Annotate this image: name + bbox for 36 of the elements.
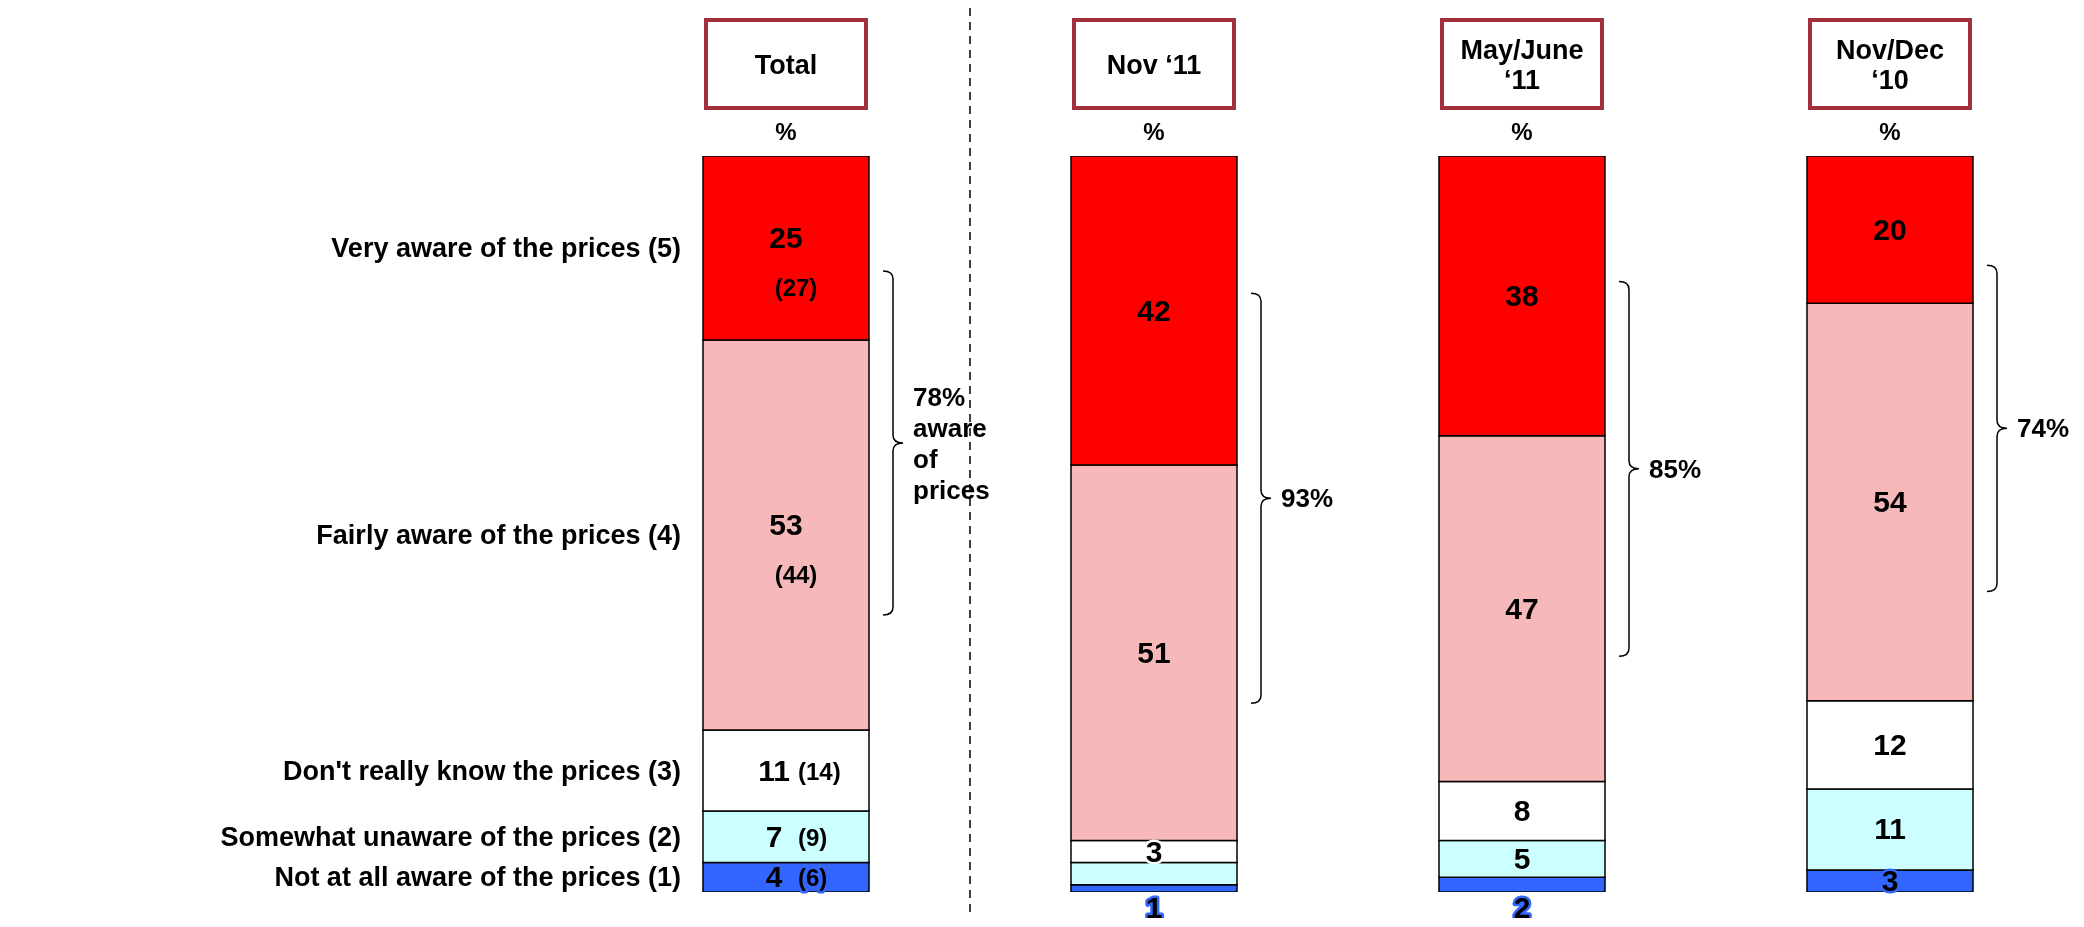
series-label: Very aware of the prices (5) [331,233,681,263]
series-label: Somewhat unaware of the prices (2) [220,821,681,852]
data-label: 2 [1513,891,1531,924]
annotation: 78% aware of prices [913,381,990,505]
series-label: Not at all aware of the prices (1) [274,862,681,893]
data-label: 4 (6) [765,860,828,894]
data-label: 11 (14) [758,753,841,787]
series-label: Don't really know the prices (3) [282,755,681,786]
data-label: 3 [1881,863,1899,897]
x-tick-label: Nov/Dec ‘10 [1835,35,1945,95]
annotation: 93% [1281,483,1334,514]
annotation: 74% [2017,413,2070,444]
data-label: 54 [1873,484,1907,518]
data-label: 53 (44) [769,508,818,589]
annotation: 85% [1649,453,1702,484]
data-label: 12 [1873,727,1907,761]
x-tick-label: May/June ‘11 [1460,35,1584,95]
data-label: 47 [1505,591,1539,625]
data-label: 20 [1873,212,1907,246]
data-label: 1 [1145,891,1163,924]
data-label: 3 [1145,834,1163,868]
y-axis-title: % [775,118,797,145]
text: % [1879,118,1901,145]
text: % [1143,118,1165,145]
x-tick-label: Nov ‘11 [1106,50,1202,80]
data-label: 38 [1505,278,1539,312]
text: % [1511,118,1533,145]
data-label: 42 [1137,293,1171,327]
x-tick-label: Total [754,50,818,80]
data-label: 11 [1874,812,1906,846]
data-label: 25 (27) [769,221,818,301]
data-label: 51 [1137,635,1171,669]
data-label: 5 [1513,841,1531,875]
series-label: Fairly aware of the prices (4) [316,520,681,551]
data-label: 8 [1513,794,1531,828]
data-label: 7 (9) [765,819,828,853]
